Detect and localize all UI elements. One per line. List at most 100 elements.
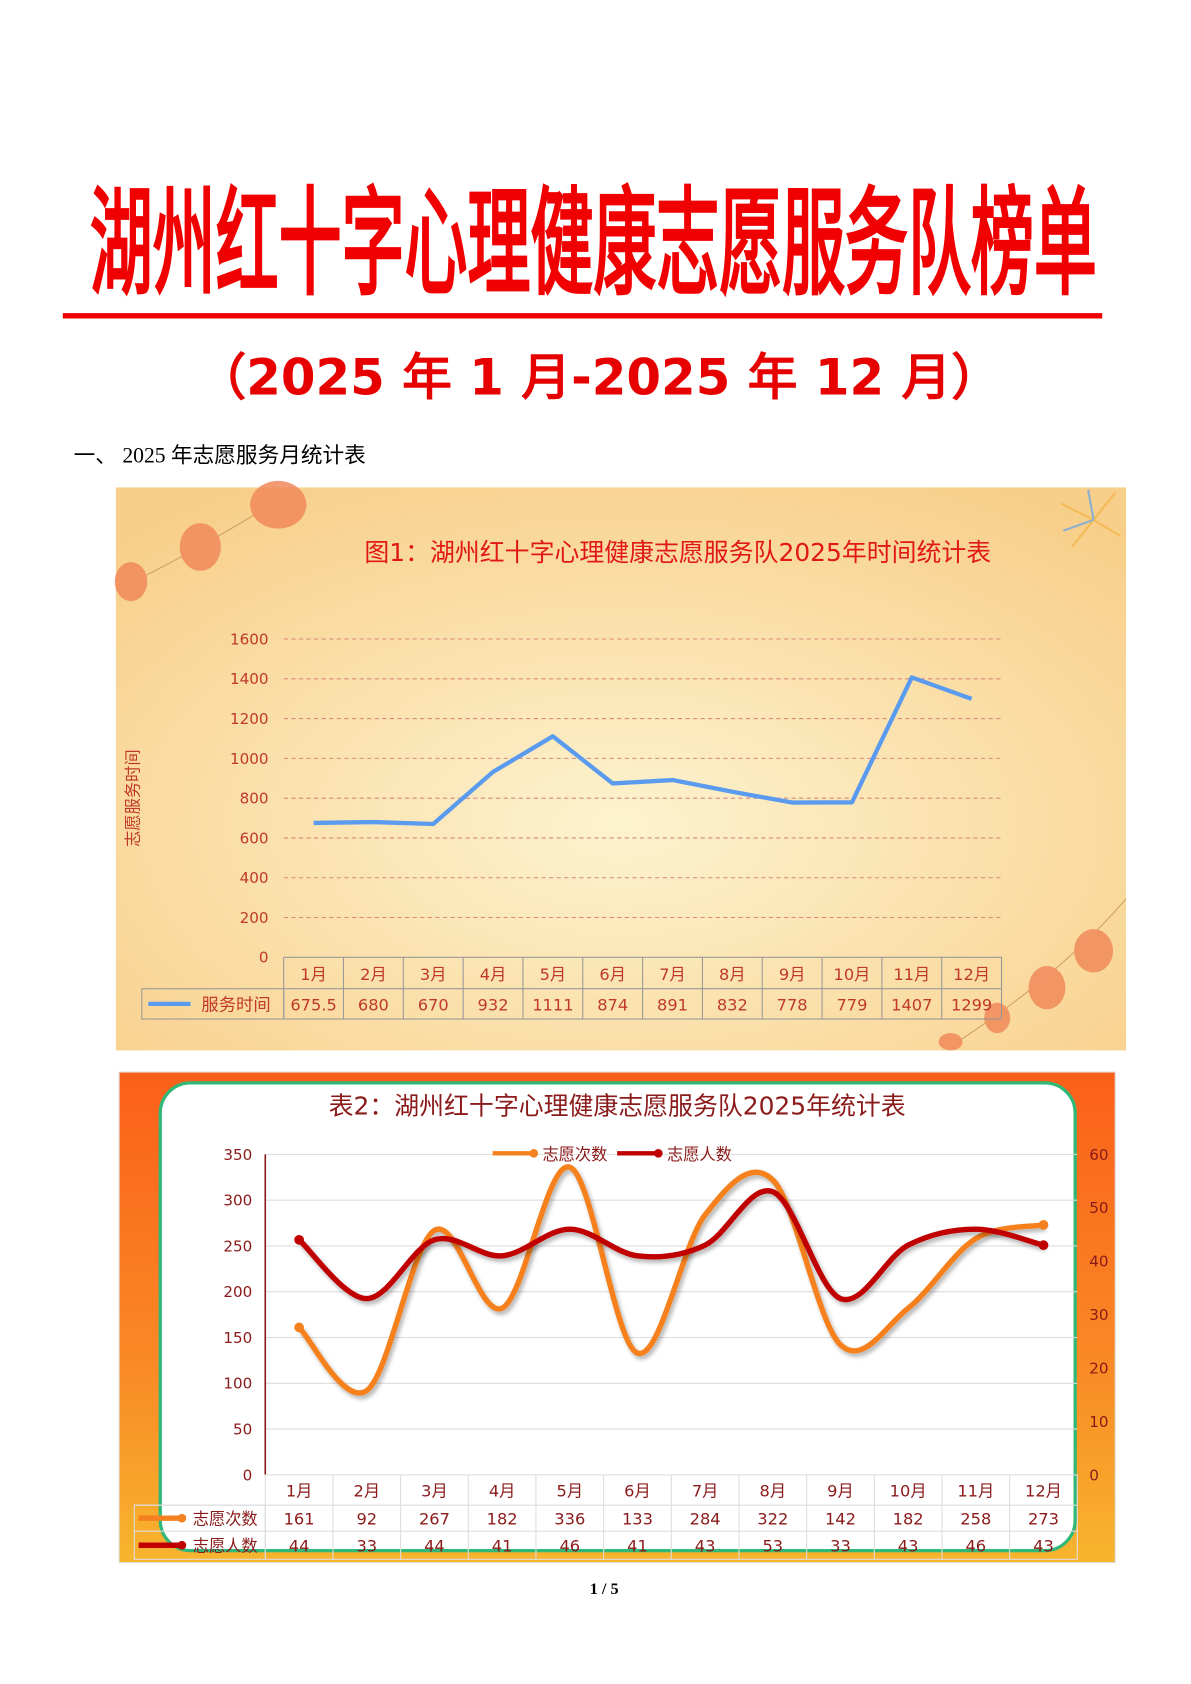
- legend-label: 服务时间: [201, 995, 270, 1015]
- y-tick-label: 150: [223, 1329, 252, 1347]
- y-tick-label: 800: [240, 790, 269, 808]
- data-label: 142: [825, 1510, 856, 1529]
- fireworks-icon: [1060, 489, 1122, 548]
- y-tick-label: 600: [240, 829, 269, 847]
- data-label: 779: [836, 995, 867, 1014]
- y-tick-label: 200: [223, 1283, 252, 1301]
- data-label: 43: [898, 1537, 919, 1556]
- y2-tick-label: 10: [1089, 1413, 1108, 1431]
- data-label: 44: [424, 1537, 445, 1556]
- chart-1: 图1：湖州红十字心理健康志愿服务队2025年时间统计表 志愿服务时间 0 200 4…: [114, 480, 1127, 1051]
- data-label: 273: [1028, 1510, 1059, 1529]
- legend-marker-icon: [529, 1148, 539, 1158]
- legend-label: 志愿人数: [667, 1145, 732, 1164]
- data-label: 43: [695, 1537, 716, 1556]
- chart-1-title: 图1：湖州红十字心理健康志愿服务队2025年时间统计表: [364, 538, 991, 567]
- y2-tick-label: 30: [1089, 1306, 1108, 1324]
- x-category-label: 12月: [1025, 1482, 1062, 1501]
- y-tick-label: 1600: [230, 630, 269, 648]
- data-point: [1038, 1220, 1049, 1230]
- data-label: 43: [1033, 1537, 1054, 1556]
- data-label: 44: [289, 1537, 310, 1556]
- y-tick-label: 300: [223, 1192, 252, 1210]
- lantern-decoration: [114, 480, 1127, 1051]
- y2-tick-label: 20: [1089, 1359, 1108, 1377]
- x-category-label: 2月: [360, 965, 387, 984]
- legend-marker-icon: [653, 1148, 663, 1158]
- data-label: 161: [284, 1510, 315, 1529]
- y-tick-label: 0: [243, 1466, 253, 1484]
- y-tick-label: 400: [240, 869, 269, 887]
- y-tick-label: 1400: [230, 670, 269, 688]
- data-label: 258: [960, 1510, 991, 1529]
- legend-marker-icon: [177, 1513, 187, 1523]
- data-label: 267: [419, 1510, 450, 1529]
- data-point: [294, 1234, 304, 1245]
- x-category-label: 12月: [953, 965, 990, 984]
- data-label: 891: [657, 995, 688, 1014]
- y2-tick-label: 40: [1089, 1253, 1108, 1271]
- x-category-label: 2月: [353, 1482, 380, 1501]
- x-category-label: 10月: [834, 965, 871, 984]
- data-label: 1299: [951, 995, 992, 1014]
- x-category-label: 11月: [893, 965, 930, 984]
- data-label: 33: [830, 1537, 851, 1556]
- x-category-label: 8月: [719, 965, 746, 984]
- data-label: 874: [597, 995, 628, 1014]
- data-label: 932: [478, 995, 509, 1014]
- y2-tick-label: 60: [1089, 1146, 1108, 1164]
- data-label: 46: [965, 1537, 986, 1556]
- title-divider: [62, 313, 1103, 319]
- legend-label: 志愿次数: [542, 1145, 607, 1164]
- data-label: 284: [690, 1510, 721, 1529]
- x-category-label: 11月: [957, 1482, 994, 1501]
- x-category-label: 6月: [599, 965, 626, 984]
- y-tick-label: 1200: [230, 710, 269, 728]
- chart-2-title: 表2：湖州红十字心理健康志愿服务队2025年统计表: [329, 1091, 906, 1120]
- x-category-label: 5月: [540, 965, 567, 984]
- series-line-志愿次数: [297, 1164, 1045, 1396]
- data-label: 46: [559, 1537, 580, 1556]
- section-heading: 一、 2025 年志愿服务月统计表: [74, 444, 366, 468]
- data-label: 680: [358, 995, 389, 1014]
- data-label: 670: [418, 995, 449, 1014]
- x-category-label: 7月: [659, 965, 686, 984]
- x-category-label: 3月: [420, 965, 447, 984]
- y-tick-label: 50: [233, 1420, 252, 1438]
- document-title: 湖州红十字心理健康志愿服务队榜单: [90, 175, 1097, 312]
- data-label: 336: [554, 1510, 585, 1529]
- y2-tick-label: 50: [1089, 1199, 1108, 1217]
- chart-1-ylabel: 志愿服务时间: [124, 749, 143, 846]
- data-label: 182: [893, 1510, 924, 1529]
- x-category-label: 4月: [480, 965, 507, 984]
- data-label: 675.5: [290, 995, 336, 1014]
- data-label: 53: [762, 1537, 783, 1556]
- legend-label: 志愿次数: [193, 1510, 258, 1529]
- data-label: 133: [622, 1510, 653, 1529]
- data-label: 1407: [891, 995, 932, 1014]
- y-tick-label: 100: [223, 1375, 252, 1393]
- data-label: 832: [717, 995, 748, 1014]
- legend-label: 志愿人数: [193, 1537, 258, 1556]
- x-category-label: 7月: [692, 1482, 719, 1501]
- x-category-label: 3月: [421, 1482, 448, 1501]
- x-category-label: 6月: [624, 1482, 651, 1501]
- data-label: 41: [627, 1537, 648, 1556]
- y-tick-label: 350: [223, 1146, 252, 1164]
- y2-tick-label: 0: [1089, 1466, 1099, 1484]
- data-label: 92: [356, 1510, 377, 1529]
- data-point: [294, 1322, 304, 1333]
- series-line-服务时间: [313, 675, 973, 827]
- y-tick-label: 1000: [230, 750, 269, 768]
- x-category-label: 1月: [300, 965, 327, 984]
- data-label: 33: [356, 1537, 377, 1556]
- y-tick-label: 250: [223, 1237, 252, 1255]
- data-label: 41: [492, 1537, 513, 1556]
- y-tick-label: 0: [259, 949, 269, 967]
- x-category-label: 4月: [489, 1482, 516, 1501]
- data-label: 322: [757, 1510, 788, 1529]
- data-point: [1038, 1240, 1049, 1251]
- document-subtitle: （2025 年 1 月-2025 年 12 月）: [196, 348, 1001, 406]
- legend-cell: [141, 988, 285, 1020]
